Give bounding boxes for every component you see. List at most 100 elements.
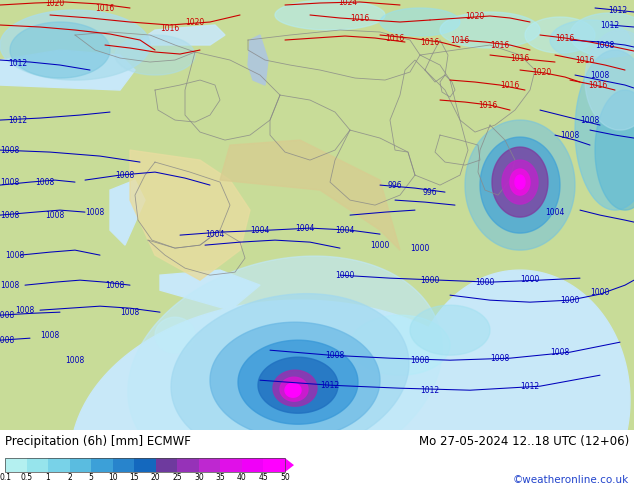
Text: 1024: 1024 xyxy=(339,0,358,6)
Text: 1016: 1016 xyxy=(95,3,115,13)
Polygon shape xyxy=(510,169,530,195)
Polygon shape xyxy=(273,370,317,406)
Polygon shape xyxy=(585,30,634,130)
Polygon shape xyxy=(171,294,409,457)
Polygon shape xyxy=(140,25,225,45)
Text: 1012: 1012 xyxy=(8,58,27,68)
Text: 1008: 1008 xyxy=(65,356,84,365)
Bar xyxy=(113,458,134,472)
Text: 1008: 1008 xyxy=(1,177,20,187)
Text: 1008: 1008 xyxy=(36,177,55,187)
Bar xyxy=(134,458,156,472)
Polygon shape xyxy=(160,270,260,310)
Text: Precipitation (6h) [mm] ECMWF: Precipitation (6h) [mm] ECMWF xyxy=(5,435,191,448)
Text: 1000: 1000 xyxy=(476,278,495,287)
Polygon shape xyxy=(248,35,268,85)
Text: 1016: 1016 xyxy=(420,38,439,47)
Text: 1004: 1004 xyxy=(335,225,354,235)
Bar xyxy=(5,458,285,472)
Polygon shape xyxy=(492,147,548,217)
Polygon shape xyxy=(155,317,195,353)
Text: 1012: 1012 xyxy=(600,21,619,29)
Text: 40: 40 xyxy=(237,473,247,482)
Text: 1008: 1008 xyxy=(15,306,35,315)
Text: 1000: 1000 xyxy=(560,295,579,305)
Text: 1016: 1016 xyxy=(500,80,520,90)
Text: 1008: 1008 xyxy=(115,171,134,180)
Text: 1008: 1008 xyxy=(595,41,614,49)
Text: 1: 1 xyxy=(46,473,51,482)
Text: 996: 996 xyxy=(423,188,437,196)
Text: 1008: 1008 xyxy=(0,311,15,319)
Text: 1008: 1008 xyxy=(41,331,60,340)
Text: 1020: 1020 xyxy=(185,18,205,26)
Text: 1020: 1020 xyxy=(465,11,484,21)
Polygon shape xyxy=(410,270,630,490)
Polygon shape xyxy=(595,90,634,210)
Text: 1012: 1012 xyxy=(320,381,340,390)
Text: 1016: 1016 xyxy=(588,80,607,90)
Text: 0.1: 0.1 xyxy=(0,473,11,482)
Text: 1008: 1008 xyxy=(490,354,510,363)
Polygon shape xyxy=(60,380,420,490)
Text: 1008: 1008 xyxy=(550,348,569,357)
Text: 10: 10 xyxy=(108,473,117,482)
Bar xyxy=(48,458,70,472)
Polygon shape xyxy=(550,20,630,60)
Text: 5: 5 xyxy=(89,473,94,482)
Bar xyxy=(91,458,113,472)
Polygon shape xyxy=(525,17,595,53)
Polygon shape xyxy=(440,12,540,48)
Text: 1012: 1012 xyxy=(521,382,540,391)
Text: 1008: 1008 xyxy=(325,351,345,360)
Bar xyxy=(178,458,199,472)
Polygon shape xyxy=(570,13,634,57)
Polygon shape xyxy=(238,340,358,424)
Text: 1020: 1020 xyxy=(46,0,65,7)
Text: 996: 996 xyxy=(387,181,403,190)
Polygon shape xyxy=(465,120,575,250)
Text: 1008: 1008 xyxy=(1,211,20,220)
Text: 1008: 1008 xyxy=(580,116,600,124)
Text: 30: 30 xyxy=(194,473,204,482)
Text: 1000: 1000 xyxy=(521,274,540,284)
Text: 25: 25 xyxy=(172,473,182,482)
Text: 1016: 1016 xyxy=(160,24,179,32)
Text: 1016: 1016 xyxy=(450,35,470,45)
Polygon shape xyxy=(285,383,301,397)
Text: 1004: 1004 xyxy=(545,208,565,217)
Text: 1008: 1008 xyxy=(590,71,610,79)
Text: 1016: 1016 xyxy=(385,33,404,43)
Bar xyxy=(27,458,48,472)
Bar xyxy=(264,458,285,472)
Text: 50: 50 xyxy=(280,473,290,482)
Text: 1008: 1008 xyxy=(1,146,20,154)
Polygon shape xyxy=(0,50,135,90)
Text: 1016: 1016 xyxy=(351,14,370,23)
Text: 1000: 1000 xyxy=(335,270,354,280)
Text: 1016: 1016 xyxy=(576,55,595,65)
Text: 1016: 1016 xyxy=(510,53,529,63)
Text: 1000: 1000 xyxy=(590,288,610,296)
Polygon shape xyxy=(0,10,150,80)
Polygon shape xyxy=(275,0,385,30)
Text: 1012: 1012 xyxy=(609,5,628,15)
Text: Mo 27-05-2024 12..18 UTC (12+06): Mo 27-05-2024 12..18 UTC (12+06) xyxy=(418,435,629,448)
Polygon shape xyxy=(130,150,250,280)
Text: 1008: 1008 xyxy=(560,130,579,140)
Text: ©weatheronline.co.uk: ©weatheronline.co.uk xyxy=(513,475,629,485)
Text: 1008: 1008 xyxy=(1,281,20,290)
Polygon shape xyxy=(480,137,560,233)
Text: 1008: 1008 xyxy=(105,281,125,290)
Text: 1020: 1020 xyxy=(533,68,552,76)
Text: 1008: 1008 xyxy=(46,211,65,220)
Polygon shape xyxy=(128,256,442,484)
Text: 1008: 1008 xyxy=(0,336,15,344)
Polygon shape xyxy=(515,175,525,189)
Polygon shape xyxy=(220,140,400,250)
Text: 1016: 1016 xyxy=(490,41,510,49)
Bar xyxy=(156,458,178,472)
Text: 1000: 1000 xyxy=(410,244,430,253)
Bar xyxy=(5,458,27,472)
Text: 20: 20 xyxy=(151,473,160,482)
